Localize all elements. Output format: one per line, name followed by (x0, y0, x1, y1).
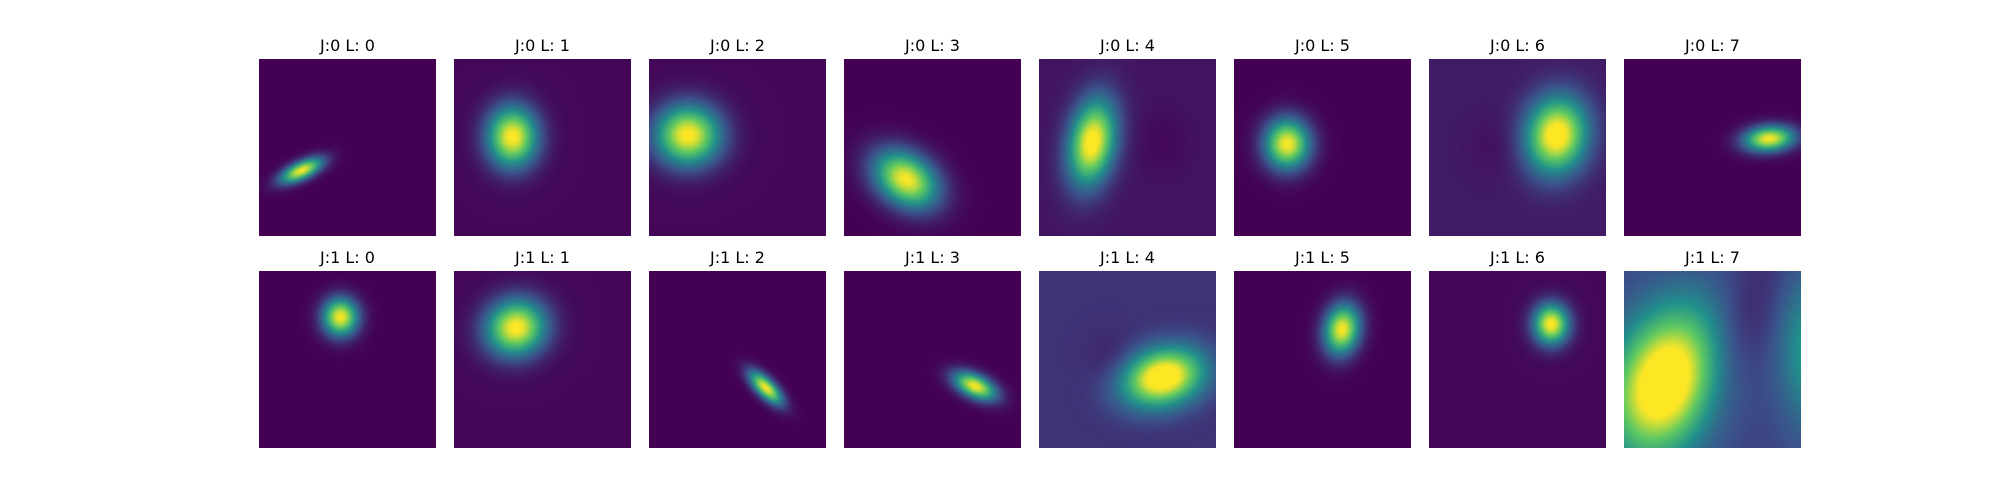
panel-title: J:1 L: 5 (1294, 248, 1350, 267)
heatmap-panel: J:1 L: 7 (1624, 248, 1801, 448)
heatmap-panel: J:0 L: 4 (1039, 36, 1216, 236)
heatmap-panel: J:0 L: 0 (259, 36, 436, 236)
panel-title: J:0 L: 3 (904, 36, 960, 55)
heatmap-image (1039, 59, 1216, 236)
heatmap-image (1234, 271, 1411, 448)
heatmap-panel: J:1 L: 5 (1234, 248, 1411, 448)
panel-title: J:1 L: 0 (319, 248, 375, 267)
heatmap-image (844, 59, 1021, 236)
heatmap-panel: J:0 L: 3 (844, 36, 1021, 236)
heatmap-image (844, 271, 1021, 448)
heatmap-panel: J:1 L: 4 (1039, 248, 1216, 448)
heatmap-image (1429, 59, 1606, 236)
panel-title: J:0 L: 0 (319, 36, 375, 55)
panel-title: J:0 L: 7 (1684, 36, 1740, 55)
panel-title: J:0 L: 6 (1489, 36, 1545, 55)
heatmap-panel: J:0 L: 1 (454, 36, 631, 236)
heatmap-image (259, 59, 436, 236)
heatmap-image (1234, 59, 1411, 236)
panel-grid: J:0 L: 0 J:0 L: 1 J:0 L: 2 J:0 L: 3 J:0 L: 4… (259, 36, 1801, 448)
panel-title: J:0 L: 2 (709, 36, 765, 55)
panel-title: J:1 L: 1 (514, 248, 570, 267)
panel-title: J:0 L: 5 (1294, 36, 1350, 55)
panel-title: J:1 L: 6 (1489, 248, 1545, 267)
heatmap-panel: J:0 L: 6 (1429, 36, 1606, 236)
heatmap-image (1429, 271, 1606, 448)
heatmap-image (454, 59, 631, 236)
heatmap-image (454, 271, 631, 448)
heatmap-image (649, 271, 826, 448)
heatmap-panel: J:0 L: 7 (1624, 36, 1801, 236)
panel-title: J:1 L: 7 (1684, 248, 1740, 267)
heatmap-panel: J:0 L: 2 (649, 36, 826, 236)
heatmap-panel: J:1 L: 3 (844, 248, 1021, 448)
heatmap-image (1039, 271, 1216, 448)
heatmap-image (259, 271, 436, 448)
heatmap-panel: J:1 L: 0 (259, 248, 436, 448)
heatmap-image (1624, 59, 1801, 236)
heatmap-image (1624, 271, 1801, 448)
heatmap-panel: J:0 L: 5 (1234, 36, 1411, 236)
panel-title: J:1 L: 2 (709, 248, 765, 267)
panel-title: J:1 L: 4 (1099, 248, 1155, 267)
panel-title: J:0 L: 4 (1099, 36, 1155, 55)
heatmap-panel: J:1 L: 2 (649, 248, 826, 448)
panel-title: J:0 L: 1 (514, 36, 570, 55)
heatmap-image (649, 59, 826, 236)
heatmap-panel: J:1 L: 1 (454, 248, 631, 448)
panel-title: J:1 L: 3 (904, 248, 960, 267)
heatmap-panel: J:1 L: 6 (1429, 248, 1606, 448)
